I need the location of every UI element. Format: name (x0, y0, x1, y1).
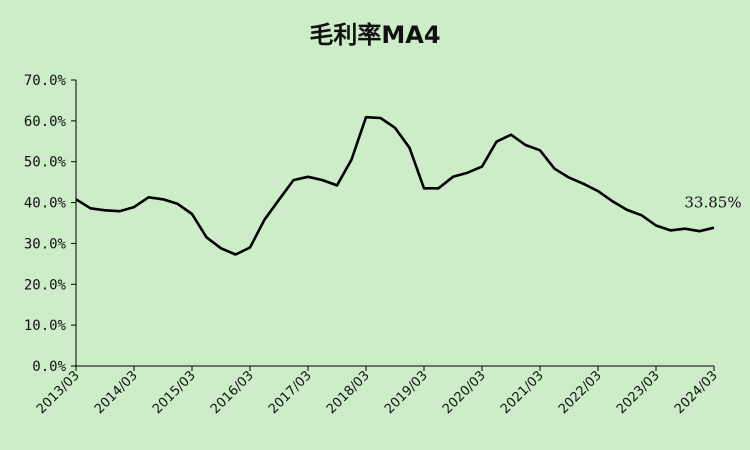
y-tick-label: 40.0% (24, 196, 67, 212)
y-tick-label: 70.0% (24, 73, 67, 89)
y-tick-label: 60.0% (24, 114, 67, 130)
x-tick-label: 2024/03 (672, 368, 721, 417)
y-tick-label: 0.0% (32, 359, 66, 375)
y-tick-label: 30.0% (24, 236, 67, 252)
x-tick-label: 2021/03 (498, 368, 547, 417)
x-tick-label: 2020/03 (440, 368, 489, 417)
x-tick-label: 2017/03 (266, 368, 315, 417)
x-axis-ticks: 2013/03 2014/03 2015/03 2016/03 2017/03 2018/… (34, 366, 721, 417)
series-group (75, 115, 715, 256)
y-tick-label: 20.0% (24, 277, 67, 293)
x-tick-label: 2023/03 (614, 368, 663, 417)
x-tick-label: 2014/03 (92, 368, 141, 417)
end-data-label: 33.85% (684, 194, 741, 212)
y-axis-ticks: 0.0% 10.0% 20.0% 30.0% 40.0% 50.0% 60.0% 70.0% (24, 73, 76, 375)
x-tick-label: 2015/03 (150, 368, 199, 417)
x-tick-label: 2013/03 (34, 368, 83, 417)
x-tick-label: 2022/03 (556, 368, 605, 417)
y-tick-label: 10.0% (24, 318, 67, 334)
x-tick-label: 2019/03 (382, 368, 431, 417)
chart-title: 毛利率MA4 (309, 21, 440, 49)
x-tick-label: 2018/03 (324, 368, 373, 417)
series-line (75, 115, 715, 256)
y-tick-label: 50.0% (24, 155, 67, 171)
x-tick-label: 2016/03 (208, 368, 257, 417)
